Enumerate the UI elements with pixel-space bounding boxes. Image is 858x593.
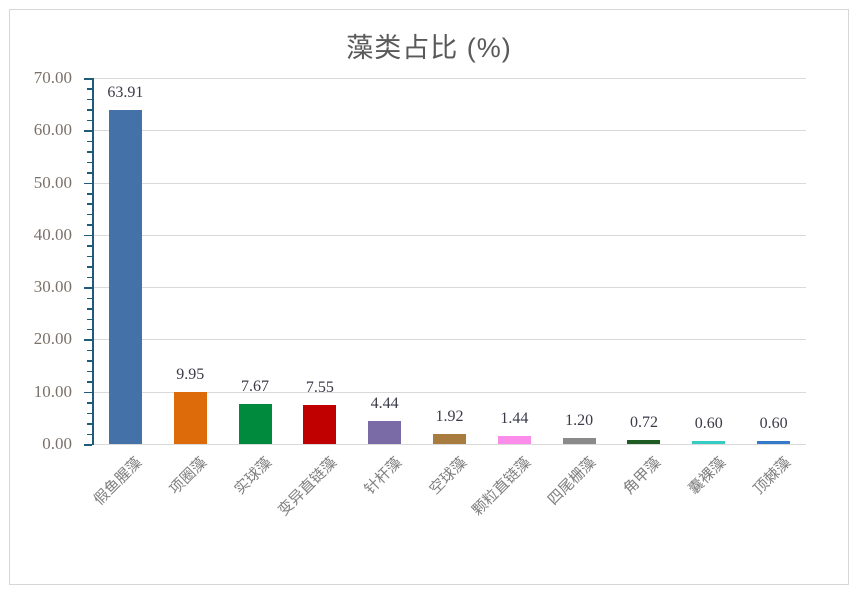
y-axis-tick: [87, 203, 92, 205]
category-label: 四尾栅藻: [544, 454, 600, 509]
y-axis-tick: [87, 381, 92, 383]
y-axis-tick: [87, 328, 92, 331]
y-axis-tick-label: 10.00: [33, 381, 72, 401]
y-axis-tick-label: 70.00: [33, 68, 72, 87]
category-label: 囊裸藻: [685, 454, 729, 498]
gridline: [93, 78, 806, 79]
y-axis-tick: [87, 119, 92, 122]
y-axis-tick: [84, 339, 92, 341]
y-axis-tick-label: 50.00: [33, 172, 72, 192]
y-axis-tick: [87, 161, 92, 164]
bar[interactable]: [108, 109, 142, 444]
y-axis-tick: [84, 130, 92, 132]
bar-value-label: 1.20: [565, 411, 594, 429]
bar[interactable]: [368, 420, 402, 444]
y-axis-tick: [87, 276, 92, 279]
bar[interactable]: [497, 436, 531, 444]
gridline: [93, 182, 806, 184]
y-axis-tick: [87, 297, 92, 300]
y-axis-tick: [84, 182, 92, 185]
y-axis-tick: [84, 444, 92, 446]
bar-value-label: 0.60: [759, 414, 788, 432]
category-label: 变异直链藻: [274, 454, 341, 520]
y-axis-tick: [87, 308, 92, 310]
bar-value-label: 4.44: [370, 394, 399, 412]
y-axis-tick: [87, 360, 92, 362]
category-label: 实球藻: [231, 454, 276, 498]
y-axis-tick: [87, 423, 92, 425]
gridline: [93, 130, 806, 132]
bar[interactable]: [627, 440, 661, 444]
gridline: [93, 287, 806, 289]
bar-value-label: 1.44: [500, 410, 529, 428]
y-axis-tick: [87, 98, 92, 101]
gridline: [93, 234, 806, 236]
y-axis-tick: [87, 224, 92, 226]
category-label: 顶棘藻: [749, 454, 794, 498]
y-axis-tick: [87, 245, 92, 247]
y-axis-tick: [87, 318, 92, 320]
y-axis-tick-label: 0.00: [42, 434, 72, 453]
bar[interactable]: [562, 437, 596, 444]
chart-frame: [9, 9, 849, 585]
bar-value-label: 7.55: [305, 378, 334, 396]
y-axis-tick-label: 40.00: [33, 224, 72, 244]
bar-value-label: 1.92: [435, 407, 464, 425]
bar-value-label: 0.72: [629, 414, 658, 432]
y-axis-tick: [87, 402, 92, 404]
y-axis-tick: [87, 193, 92, 195]
y-axis-tick: [87, 266, 92, 268]
y-axis-tick: [87, 255, 92, 258]
gridline: [93, 339, 806, 341]
y-axis-tick-label: 30.00: [33, 277, 72, 297]
y-axis-tick: [87, 433, 92, 436]
y-axis-tick: [84, 78, 92, 80]
y-axis-line: [92, 78, 94, 445]
category-label: 颗粒直链藻: [469, 454, 535, 520]
bar[interactable]: [238, 403, 272, 444]
gridline: [93, 391, 806, 393]
y-axis-tick: [87, 172, 92, 174]
y-axis-tick: [87, 109, 92, 111]
y-axis-tick: [87, 140, 92, 143]
bar-value-label: 63.91: [107, 83, 144, 101]
bar-value-label: 9.95: [176, 365, 205, 383]
category-label: 针杆藻: [360, 454, 405, 498]
category-label: 假鱼腥藻: [91, 454, 146, 509]
gridline: [93, 444, 806, 445]
bar-value-label: 7.67: [241, 377, 270, 395]
y-axis-tick: [87, 370, 92, 373]
bar[interactable]: [433, 433, 466, 444]
y-axis-tick-label: 60.00: [33, 120, 72, 140]
y-axis-tick: [84, 391, 92, 394]
category-label: 空球藻: [425, 454, 470, 498]
chart-title: 藻类占比 (%): [346, 33, 512, 63]
bar[interactable]: [757, 440, 791, 444]
y-axis-tick: [87, 88, 92, 90]
y-axis-tick: [84, 234, 92, 237]
y-axis-tick: [87, 349, 92, 352]
bar-value-label: 0.60: [694, 414, 723, 432]
bar[interactable]: [692, 440, 726, 444]
y-axis-tick: [87, 213, 92, 216]
category-label: 项圈藻: [166, 454, 211, 498]
y-axis-tick: [87, 412, 92, 415]
category-label: 角甲藻: [620, 454, 665, 498]
y-axis-tick: [87, 151, 92, 153]
y-axis-tick: [84, 287, 92, 289]
y-axis-tick-label: 20.00: [33, 329, 72, 349]
bar[interactable]: [173, 391, 207, 444]
bar[interactable]: [303, 404, 337, 444]
